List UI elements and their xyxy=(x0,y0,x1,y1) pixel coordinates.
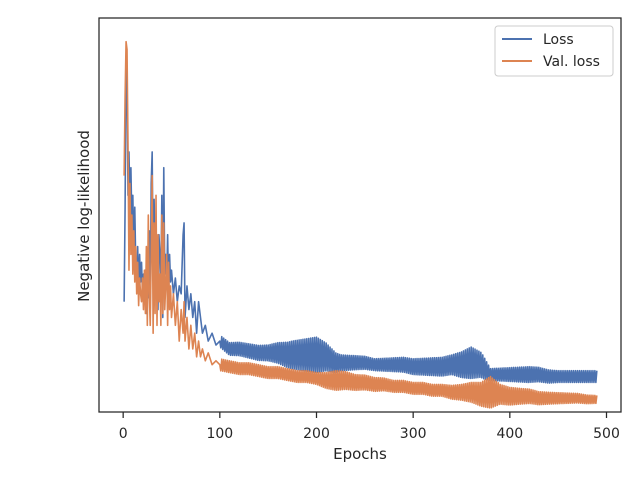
plot-frame xyxy=(98,17,622,413)
x-axis-label: Epochs xyxy=(333,445,387,463)
x-axis-ticks: 0 100 200 300 400 500 xyxy=(119,412,620,442)
series-layer xyxy=(123,40,598,409)
legend: Loss Val. loss xyxy=(494,25,614,77)
x-tick-label: 100 xyxy=(206,426,233,442)
y-axis-label: Negative log-likelihood xyxy=(75,130,93,302)
series-line-val-loss xyxy=(123,40,598,409)
x-tick-label: 500 xyxy=(593,426,620,442)
x-tick-label: 400 xyxy=(496,426,523,442)
x-tick-label: 0 xyxy=(119,426,128,442)
plot-area xyxy=(99,18,621,412)
legend-label-loss: Loss xyxy=(543,32,574,48)
x-tick-label: 300 xyxy=(400,426,427,442)
series-line-loss xyxy=(123,56,598,384)
x-tick-label: 200 xyxy=(303,426,330,442)
legend-label-val-loss: Val. loss xyxy=(543,54,600,70)
